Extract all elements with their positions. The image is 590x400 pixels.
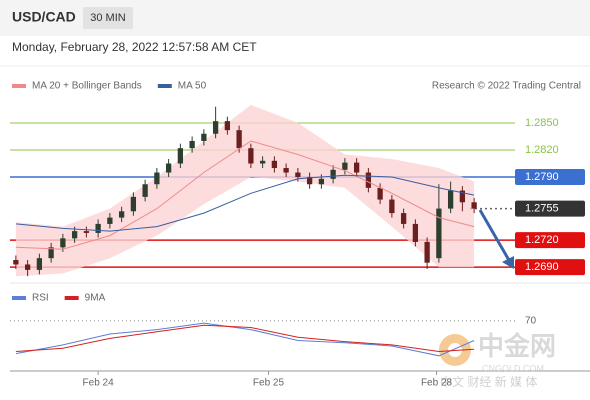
level-label: 1.2790	[525, 171, 559, 183]
candle-body	[389, 199, 395, 214]
indicator-line	[15, 322, 475, 357]
candle-body	[118, 211, 125, 218]
candle-body	[436, 208, 442, 259]
candle-body	[236, 130, 242, 149]
x-tick-label: Feb 24	[83, 378, 115, 389]
candle-body	[83, 231, 90, 233]
candle-body	[224, 121, 231, 131]
forecast-arrow	[478, 209, 512, 263]
candle-body	[330, 169, 336, 179]
level-tag	[515, 259, 585, 276]
candle-body	[95, 223, 101, 233]
candle-body	[13, 259, 19, 265]
legend-label: MA 20 + Bollinger Bands	[32, 81, 142, 92]
legend-label: 9MA	[85, 293, 106, 304]
level-label: 1.2720	[525, 234, 559, 246]
moving-average	[15, 174, 475, 232]
candle-body	[60, 238, 66, 248]
candle-body	[189, 140, 195, 149]
candle-body	[142, 184, 148, 197]
source: Research © 2022 Trading Central	[432, 81, 581, 92]
level-tag	[515, 200, 585, 217]
level-label: 1.2690	[525, 261, 559, 273]
legend-label: MA 50	[178, 81, 207, 92]
candle-body	[318, 178, 325, 185]
candle-body	[130, 196, 137, 212]
legend-label: RSI	[32, 293, 49, 304]
y-tick-label: 70	[525, 316, 537, 327]
legend-swatch	[157, 84, 172, 88]
candle-body	[165, 163, 172, 173]
candle-body	[342, 162, 348, 170]
candle-body	[36, 258, 43, 270]
candle-body	[295, 172, 301, 178]
candle-body	[24, 264, 31, 270]
legend-swatch	[12, 296, 26, 300]
candle-body	[48, 247, 54, 259]
interval-box	[83, 7, 133, 29]
level-label: 1.2850	[525, 117, 559, 129]
watermark-brand: 中金网	[478, 331, 556, 361]
candle-body	[259, 160, 266, 164]
candle-body	[177, 148, 184, 164]
legend-swatch	[12, 84, 26, 88]
candle-body	[424, 241, 430, 263]
pair-title: USD/CAD	[12, 9, 76, 25]
forecast-arrowhead	[502, 256, 514, 269]
watermark-domain: CNGOLD.COM	[482, 363, 544, 373]
watermark-tagline: 中文 财经 新 媒 体	[440, 374, 537, 389]
moving-average	[15, 140, 475, 250]
candle-body	[107, 217, 113, 224]
candle-body	[306, 177, 313, 185]
watermark: 中金网 CNGOLD.COM 中文 财经 新 媒 体	[439, 331, 556, 389]
candle-body	[283, 168, 289, 173]
candle-body	[154, 172, 160, 185]
candle-body	[353, 162, 360, 173]
candle-body	[271, 160, 278, 169]
timestamp: Monday, February 28, 2022 12:57:58 AM CE…	[12, 40, 257, 54]
candle-body	[377, 187, 383, 200]
plot: 1.2850 1.2820 1.2790 1.2755 1.2720 1.2690 MA 2…	[10, 81, 585, 389]
candle-body	[471, 202, 477, 209]
candle-body	[447, 190, 454, 209]
candle-body	[212, 121, 219, 134]
level-tag	[515, 232, 585, 249]
x-tick-label: Feb 28	[421, 378, 453, 389]
candle-body	[400, 213, 407, 224]
interval: 30 MIN	[90, 12, 126, 24]
x-tick-label: Feb 25	[253, 378, 285, 389]
candle-body	[412, 223, 419, 242]
candle-body	[365, 172, 372, 188]
candle-body	[459, 190, 466, 203]
candle-body	[201, 133, 207, 141]
indicator-line	[15, 324, 475, 353]
candle-body	[71, 231, 78, 239]
level-label: 1.2755	[525, 202, 559, 214]
legend-swatch	[64, 296, 79, 300]
level-label: 1.2820	[525, 144, 559, 156]
level-tag	[515, 169, 585, 186]
bollinger-band	[15, 104, 475, 277]
candle-body	[248, 148, 254, 164]
